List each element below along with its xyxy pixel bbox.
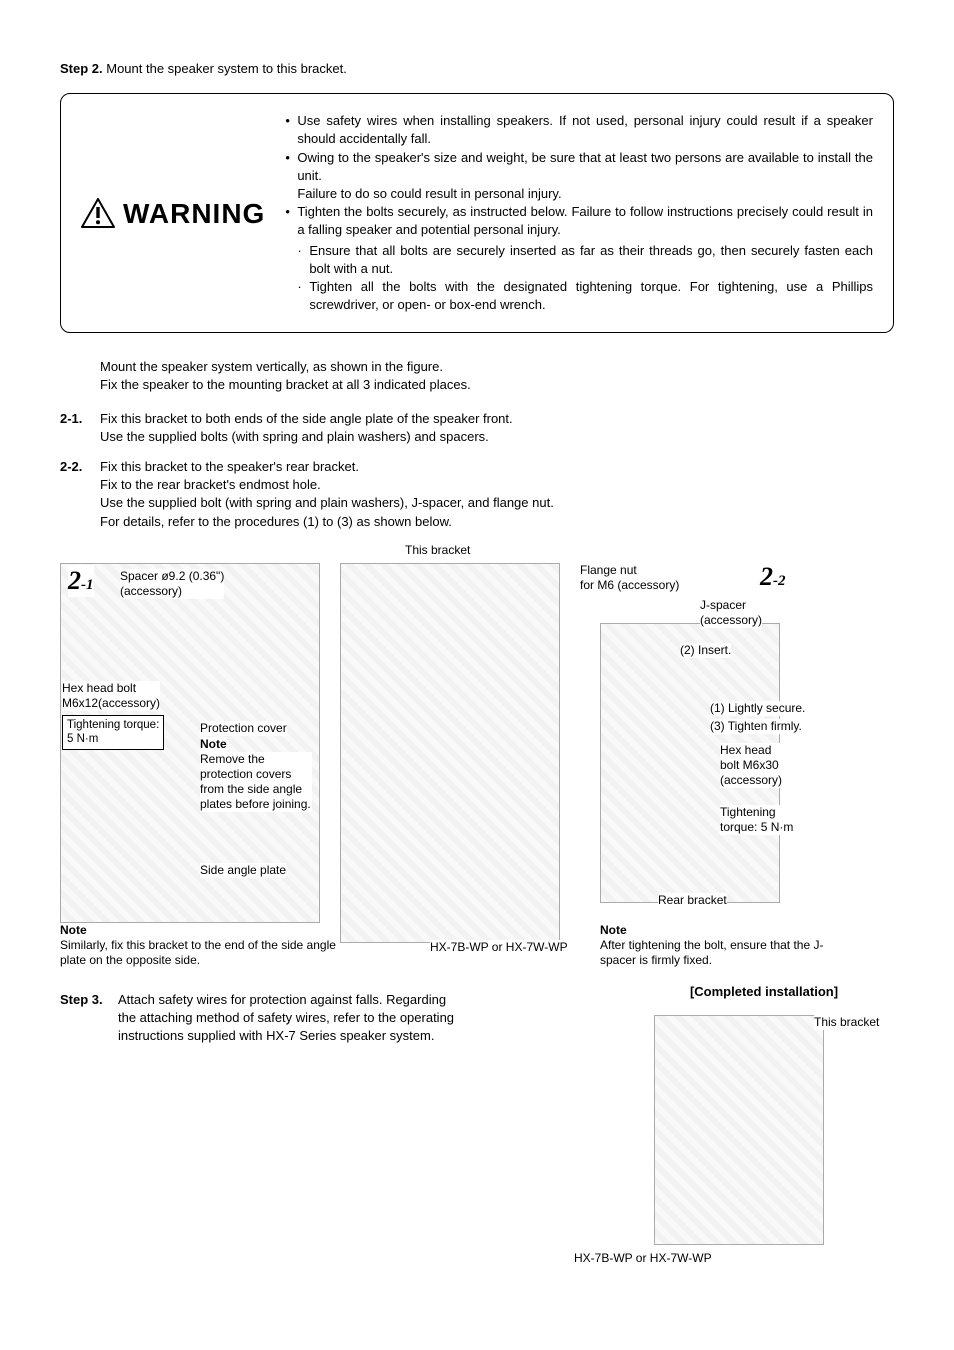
right-note-text: After tightening the bolt, ensure that t…	[600, 938, 840, 968]
substep-line: Use the supplied bolt (with spring and p…	[100, 494, 554, 512]
substep-2-1: 2-1. Fix this bracket to both ends of th…	[60, 410, 894, 446]
substep-num: 2-1.	[60, 410, 100, 446]
warning-item: Owing to the speaker's size and weight, …	[285, 149, 873, 204]
substep-line: Fix this bracket to both ends of the sid…	[100, 410, 513, 428]
step3-block: Step 3. Attach safety wires for protecti…	[60, 983, 594, 1267]
left-note-title: Note	[60, 923, 87, 938]
label-hex-m6x30: Hex head bolt M6x30 (accessory)	[720, 743, 782, 788]
label-insert: (2) Insert.	[680, 643, 731, 658]
label-completed-model: HX-7B-WP or HX-7W-WP	[574, 1251, 712, 1266]
label-side-angle-plate: Side angle plate	[200, 863, 286, 878]
step2-label: Step 2.	[60, 61, 103, 76]
completed-figure: This bracket HX-7B-WP or HX-7W-WP	[634, 1007, 894, 1267]
badge-sub: -1	[81, 577, 94, 593]
step3-text: Attach safety wires for protection again…	[118, 991, 458, 1046]
warning-subitem: Ensure that all bolts are securely inser…	[297, 242, 873, 278]
label-torque-box: Tightening torque: 5 N·m	[62, 715, 164, 750]
label-rear-bracket: Rear bracket	[658, 893, 727, 908]
badge-2-2: 2-2	[760, 561, 786, 594]
badge-num: 2	[760, 562, 773, 591]
warning-icon	[81, 198, 115, 228]
warning-label: WARNING	[81, 194, 265, 233]
warning-sublist: Ensure that all bolts are securely inser…	[297, 242, 873, 315]
label-protection-cover: Protection cover	[200, 721, 287, 736]
lower-row: Step 3. Attach safety wires for protecti…	[60, 983, 894, 1267]
warning-box: WARNING Use safety wires when installing…	[60, 93, 894, 333]
badge-sub: -2	[773, 573, 786, 589]
completed-diagram	[654, 1015, 824, 1245]
intro-line: Mount the speaker system vertically, as …	[100, 358, 894, 376]
completed-area: [Completed installation] This bracket HX…	[634, 983, 894, 1267]
completed-title: [Completed installation]	[634, 983, 894, 1001]
step3-label: Step 3.	[60, 991, 118, 1046]
label-tighten-firmly: (3) Tighten firmly.	[710, 719, 802, 734]
intro-line: Fix the speaker to the mounting bracket …	[100, 376, 894, 394]
label-torque2: Tightening torque: 5 N·m	[720, 805, 793, 835]
label-this-bracket: This bracket	[405, 543, 470, 558]
substep-body: Fix this bracket to the speaker's rear b…	[100, 458, 554, 531]
step2-header: Step 2. Mount the speaker system to this…	[60, 60, 894, 78]
substep-num: 2-2.	[60, 458, 100, 531]
step3: Step 3. Attach safety wires for protecti…	[60, 991, 594, 1046]
substep-line: Fix to the rear bracket's endmost hole.	[100, 476, 554, 494]
badge-num: 2	[68, 566, 81, 595]
substep-2-2: 2-2. Fix this bracket to the speaker's r…	[60, 458, 894, 531]
step2-text: Mount the speaker system to this bracket…	[106, 61, 347, 76]
warning-item-text: Tighten the bolts securely, as instructe…	[297, 204, 873, 237]
label-note: Note	[200, 737, 227, 752]
left-note-text: Similarly, fix this bracket to the end o…	[60, 938, 340, 968]
substep-body: Fix this bracket to both ends of the sid…	[100, 410, 513, 446]
badge-2-1: 2-1	[68, 565, 94, 598]
warning-subitem: Tighten all the bolts with the designate…	[297, 278, 873, 314]
right-note-title: Note	[600, 923, 627, 938]
warning-item: Tighten the bolts securely, as instructe…	[285, 203, 873, 314]
diagram-area: This bracket 2-1 Spacer ø9.2 (0.36") (ac…	[60, 543, 894, 963]
label-protection-note: Remove the protection covers from the si…	[200, 752, 312, 812]
warning-title: WARNING	[123, 194, 265, 233]
label-hex-m6x12: Hex head bolt M6x12(accessory)	[62, 681, 160, 711]
label-spacer: Spacer ø9.2 (0.36") (accessory)	[120, 569, 224, 599]
label-completed-bracket: This bracket	[814, 1015, 879, 1030]
label-flange-nut: Flange nut for M6 (accessory)	[580, 563, 679, 593]
label-jspacer: J-spacer (accessory)	[700, 598, 762, 628]
warning-list: Use safety wires when installing speaker…	[285, 112, 873, 314]
label-model: HX-7B-WP or HX-7W-WP	[430, 940, 568, 955]
substep-line: Use the supplied bolts (with spring and …	[100, 428, 513, 446]
intro-block: Mount the speaker system vertically, as …	[100, 358, 894, 394]
label-lightly: (1) Lightly secure.	[710, 701, 805, 716]
diagram-main	[340, 563, 560, 943]
warning-item: Use safety wires when installing speaker…	[285, 112, 873, 148]
substep-line: For details, refer to the procedures (1)…	[100, 513, 554, 531]
substep-line: Fix this bracket to the speaker's rear b…	[100, 458, 554, 476]
